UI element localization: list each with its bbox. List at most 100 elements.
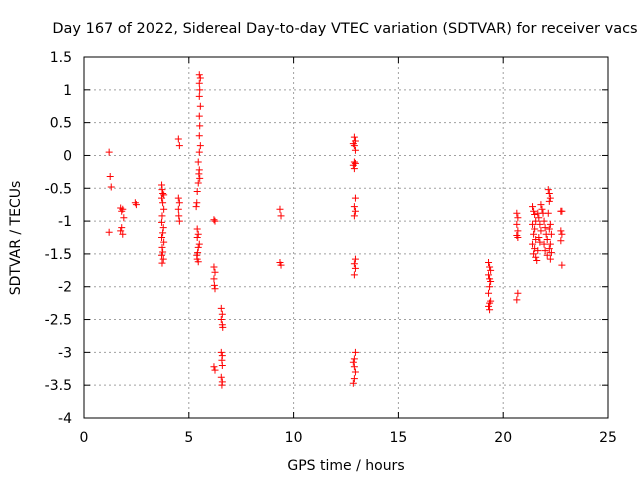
data-point-marker bbox=[107, 183, 115, 191]
data-point-marker bbox=[537, 227, 545, 235]
data-point-marker bbox=[196, 102, 204, 110]
data-point-marker bbox=[540, 217, 548, 225]
data-point-marker bbox=[194, 230, 202, 238]
y-axis-label: SDTVAR / TECUs bbox=[8, 181, 24, 296]
y-tick-label: -3 bbox=[58, 345, 72, 361]
data-point-marker bbox=[159, 255, 167, 263]
x-tick-label: 5 bbox=[184, 430, 193, 446]
data-point-marker bbox=[529, 220, 537, 228]
x-tick-label: 25 bbox=[599, 430, 617, 446]
data-point-marker bbox=[532, 253, 540, 261]
data-point-marker bbox=[158, 186, 166, 194]
data-point-marker bbox=[485, 302, 493, 310]
data-point-marker bbox=[529, 203, 537, 211]
data-point-marker bbox=[217, 373, 225, 381]
data-point-marker bbox=[351, 348, 359, 356]
data-point-marker bbox=[218, 361, 226, 369]
data-point-marker bbox=[544, 186, 552, 194]
data-point-marker bbox=[545, 225, 553, 233]
data-point-marker bbox=[210, 281, 218, 289]
data-point-marker bbox=[536, 220, 544, 228]
data-point-marker bbox=[105, 148, 113, 156]
data-point-marker bbox=[514, 289, 522, 297]
data-point-marker bbox=[513, 296, 521, 304]
y-tick-label: -0.5 bbox=[45, 181, 72, 197]
data-point-marker bbox=[349, 379, 357, 387]
data-point-marker bbox=[547, 230, 555, 238]
data-point-marker bbox=[210, 363, 218, 371]
data-point-marker bbox=[195, 79, 203, 87]
data-point-marker bbox=[193, 188, 201, 196]
data-point-marker bbox=[533, 256, 541, 264]
data-point-marker bbox=[277, 212, 285, 220]
data-point-marker bbox=[514, 227, 522, 235]
data-point-marker bbox=[546, 194, 554, 202]
axis-ticks bbox=[83, 56, 609, 419]
chart-title: Day 167 of 2022, Sidereal Day-to-day VTE… bbox=[52, 21, 637, 37]
data-point-marker bbox=[211, 217, 219, 225]
data-point-marker bbox=[486, 263, 494, 271]
data-point-marker bbox=[350, 203, 358, 211]
y-tick-labels: 1.5 1 0.5 0 -0.5 -1 -1.5 -2 -2.5 -3 -3.5 -4 bbox=[45, 50, 72, 427]
data-point-marker bbox=[541, 247, 549, 255]
grid-lines bbox=[84, 57, 608, 418]
y-tick-label: 0 bbox=[63, 148, 72, 164]
data-point-marker bbox=[159, 224, 167, 232]
data-point-marker bbox=[219, 323, 227, 331]
data-point-marker bbox=[545, 190, 553, 198]
data-point-marker bbox=[195, 148, 203, 156]
data-point-marker bbox=[158, 251, 166, 259]
data-point-marker bbox=[350, 363, 358, 371]
x-tick-labels: 0 5 10 15 20 25 bbox=[80, 430, 617, 446]
data-point-marker bbox=[534, 247, 542, 255]
data-point-marker bbox=[158, 218, 166, 226]
data-point-marker bbox=[160, 238, 168, 246]
data-point-marker bbox=[120, 214, 128, 222]
data-point-marker bbox=[158, 259, 166, 267]
data-point-marker bbox=[195, 92, 203, 100]
data-point-marker bbox=[351, 368, 359, 376]
data-point-marker bbox=[196, 142, 204, 150]
data-point-marker bbox=[158, 234, 166, 241]
data-point-marker bbox=[159, 248, 167, 256]
data-point-marker bbox=[195, 170, 203, 178]
data-point-marker bbox=[350, 355, 358, 363]
data-point-marker bbox=[532, 217, 540, 225]
data-point-marker bbox=[350, 271, 358, 279]
data-point-marker bbox=[193, 234, 201, 241]
data-point-marker bbox=[531, 225, 539, 233]
y-tick-label: -1 bbox=[58, 214, 72, 230]
data-point-marker bbox=[485, 271, 493, 279]
data-point-marker bbox=[276, 205, 284, 213]
data-point-marker bbox=[513, 220, 521, 228]
data-point-marker bbox=[195, 132, 203, 140]
data-points bbox=[105, 71, 566, 389]
y-tick-label: 1 bbox=[63, 83, 72, 99]
y-tick-label: 1.5 bbox=[50, 50, 72, 66]
y-tick-label: -2 bbox=[58, 280, 72, 296]
data-point-marker bbox=[217, 316, 225, 324]
y-tick-label: -1.5 bbox=[45, 247, 72, 263]
data-point-marker bbox=[486, 299, 494, 307]
data-point-marker bbox=[106, 172, 114, 180]
data-point-marker bbox=[486, 306, 494, 314]
data-point-marker bbox=[487, 266, 495, 274]
data-point-marker bbox=[196, 122, 204, 130]
data-point-marker bbox=[196, 174, 204, 182]
data-point-marker bbox=[119, 205, 127, 213]
data-point-marker bbox=[514, 234, 522, 241]
data-point-marker bbox=[158, 243, 166, 251]
data-point-marker bbox=[540, 240, 548, 248]
data-point-marker bbox=[543, 251, 551, 259]
data-point-marker bbox=[557, 237, 565, 245]
data-point-marker bbox=[196, 86, 204, 94]
data-point-marker bbox=[210, 216, 218, 224]
data-point-marker bbox=[195, 240, 203, 248]
data-point-marker bbox=[529, 240, 537, 248]
data-point-marker bbox=[211, 268, 219, 276]
x-tick-label: 10 bbox=[285, 430, 303, 446]
data-point-marker bbox=[194, 179, 202, 187]
data-point-marker bbox=[535, 234, 543, 241]
data-point-marker bbox=[349, 161, 357, 169]
